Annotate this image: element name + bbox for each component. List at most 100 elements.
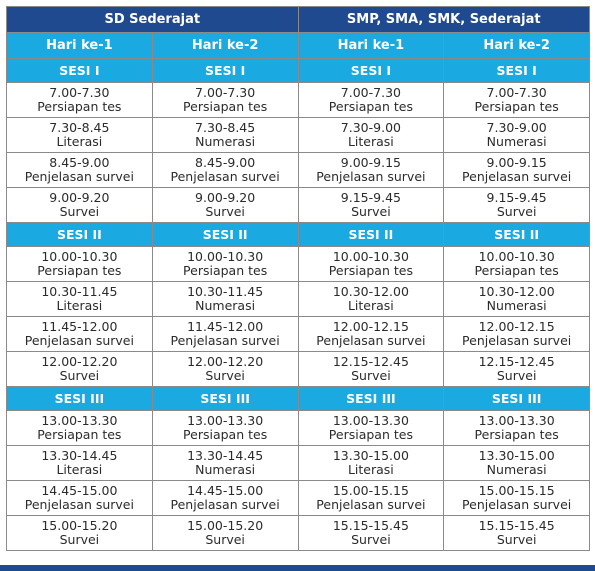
activity-label: Persiapan tes: [328, 427, 413, 442]
schedule-cell: 13.00-13.30 Persiapan tes: [6, 410, 153, 446]
bottom-bar: [0, 565, 595, 571]
time-range: 7.30-8.45: [195, 120, 256, 135]
time-range: 9.00-9.20: [49, 190, 110, 205]
schedule-cell: 15.00-15.20 Survei: [151, 515, 299, 551]
activity-label: Survei: [59, 532, 100, 547]
day-header: Hari ke-2: [151, 32, 299, 59]
day-header: Hari ke-1: [297, 32, 445, 59]
activity-label: Persiapan tes: [474, 99, 559, 114]
activity-label: Persiapan tes: [328, 263, 413, 278]
time-range: 7.30-9.00: [340, 120, 401, 135]
session-label: SESI II: [297, 222, 445, 247]
schedule-table: SD Sederajat SMP, SMA, SMK, Sederajat Ha…: [6, 6, 591, 551]
time-range: 15.00-15.15: [478, 483, 555, 498]
schedule-cell: 7.30-8.45 Numerasi: [151, 117, 299, 153]
time-range: 8.45-9.00: [49, 155, 110, 170]
time-range: 9.00-9.15: [486, 155, 547, 170]
activity-label: Persiapan tes: [37, 263, 122, 278]
activity-label: Survei: [496, 532, 537, 547]
activity-label: Penjelasan survei: [170, 497, 280, 512]
session-row: SESI I SESI I SESI I SESI I: [6, 58, 591, 83]
time-range: 12.00-12.20: [187, 354, 264, 369]
day-header: Hari ke-1: [6, 32, 153, 59]
schedule-cell: 8.45-9.00 Penjelasan survei: [151, 152, 299, 188]
time-range: 13.30-14.45: [187, 448, 264, 463]
activity-label: Persiapan tes: [183, 99, 268, 114]
activity-label: Penjelasan survei: [462, 497, 572, 512]
time-range: 10.30-12.00: [332, 284, 409, 299]
time-range: 12.00-12.15: [332, 319, 409, 334]
schedule-cell: 7.30-8.45 Literasi: [6, 117, 153, 153]
time-range: 13.00-13.30: [478, 413, 555, 428]
time-range: 9.00-9.15: [340, 155, 401, 170]
time-range: 7.00-7.30: [49, 85, 110, 100]
session-label: SESI II: [6, 222, 153, 247]
activity-label: Literasi: [56, 134, 103, 149]
schedule-cell: 9.00-9.20 Survei: [151, 187, 299, 223]
day-header-row: Hari ke-1 Hari ke-2 Hari ke-1 Hari ke-2: [6, 32, 591, 59]
time-range: 10.00-10.30: [187, 249, 264, 264]
time-range: 13.30-15.00: [332, 448, 409, 463]
activity-label: Persiapan tes: [328, 99, 413, 114]
activity-label: Persiapan tes: [474, 263, 559, 278]
schedule-cell: 7.30-9.00 Numerasi: [443, 117, 591, 153]
schedule-cell: 9.00-9.15 Penjelasan survei: [443, 152, 591, 188]
activity-label: Survei: [205, 532, 245, 547]
time-range: 13.30-14.45: [41, 448, 118, 463]
schedule-cell: 9.00-9.15 Penjelasan survei: [297, 152, 445, 188]
group-header-sd: SD Sederajat: [6, 6, 299, 33]
table-row: 7.00-7.30 Persiapan tes 7.00-7.30 Persiapan…: [6, 82, 591, 118]
schedule-cell: 15.15-15.45 Survei: [297, 515, 445, 551]
schedule-cell: 13.00-13.30 Persiapan tes: [151, 410, 299, 446]
time-range: 12.15-12.45: [332, 354, 409, 369]
session-label: SESI I: [151, 58, 299, 83]
time-range: 7.00-7.30: [486, 85, 547, 100]
schedule-cell: 12.15-12.45 Survei: [443, 351, 591, 387]
session-row: SESI III SESI III SESI III SESI III: [6, 386, 591, 411]
schedule-cell: 7.00-7.30 Persiapan tes: [443, 82, 591, 118]
schedule-cell: 15.00-15.15 Penjelasan survei: [297, 480, 445, 516]
activity-label: Numerasi: [486, 462, 547, 477]
schedule-cell: 9.15-9.45 Survei: [297, 187, 445, 223]
schedule-cell: 13.30-14.45 Literasi: [6, 445, 153, 481]
time-range: 15.00-15.20: [41, 518, 118, 533]
schedule-cell: 15.15-15.45 Survei: [443, 515, 591, 551]
schedule-cell: 10.30-11.45 Literasi: [6, 281, 153, 317]
schedule-cell: 8.45-9.00 Penjelasan survei: [6, 152, 153, 188]
session-label: SESI III: [297, 386, 445, 411]
schedule-cell: 10.00-10.30 Persiapan tes: [443, 246, 591, 282]
time-range: 10.30-11.45: [187, 284, 264, 299]
schedule-cell: 7.00-7.30 Persiapan tes: [6, 82, 153, 118]
schedule-cell: 9.15-9.45 Survei: [443, 187, 591, 223]
time-range: 10.30-12.00: [478, 284, 555, 299]
time-range: 15.00-15.20: [187, 518, 264, 533]
time-range: 11.45-12.00: [187, 319, 264, 334]
activity-label: Penjelasan survei: [24, 497, 134, 512]
table-row: 13.30-14.45 Literasi 13.30-14.45 Numerasi 13…: [6, 445, 591, 481]
time-range: 13.00-13.30: [41, 413, 118, 428]
session-row: SESI II SESI II SESI II SESI II: [6, 222, 591, 247]
activity-label: Survei: [351, 368, 391, 383]
activity-label: Persiapan tes: [474, 427, 559, 442]
activity-label: Numerasi: [195, 298, 256, 313]
schedule-cell: 13.30-14.45 Numerasi: [151, 445, 299, 481]
session-label: SESI III: [151, 386, 299, 411]
time-range: 7.00-7.30: [195, 85, 256, 100]
activity-label: Literasi: [347, 298, 394, 313]
activity-label: Survei: [351, 532, 391, 547]
activity-label: Survei: [351, 204, 391, 219]
activity-label: Numerasi: [195, 462, 256, 477]
activity-label: Persiapan tes: [183, 263, 268, 278]
time-range: 7.30-9.00: [486, 120, 547, 135]
time-range: 9.00-9.20: [195, 190, 256, 205]
session-label: SESI I: [6, 58, 153, 83]
activity-label: Penjelasan survei: [462, 169, 572, 184]
table-row: 9.00-9.20 Survei 9.00-9.20 Survei 9.15-9.45 S…: [6, 187, 591, 223]
session-label: SESI I: [443, 58, 591, 83]
day-header: Hari ke-2: [443, 32, 591, 59]
schedule-cell: 12.00-12.20 Survei: [6, 351, 153, 387]
time-range: 7.00-7.30: [340, 85, 401, 100]
time-range: 15.15-15.45: [478, 518, 555, 533]
schedule-cell: 11.45-12.00 Penjelasan survei: [151, 316, 299, 352]
table-row: 14.45-15.00 Penjelasan survei 14.45-15.00 P…: [6, 480, 591, 516]
